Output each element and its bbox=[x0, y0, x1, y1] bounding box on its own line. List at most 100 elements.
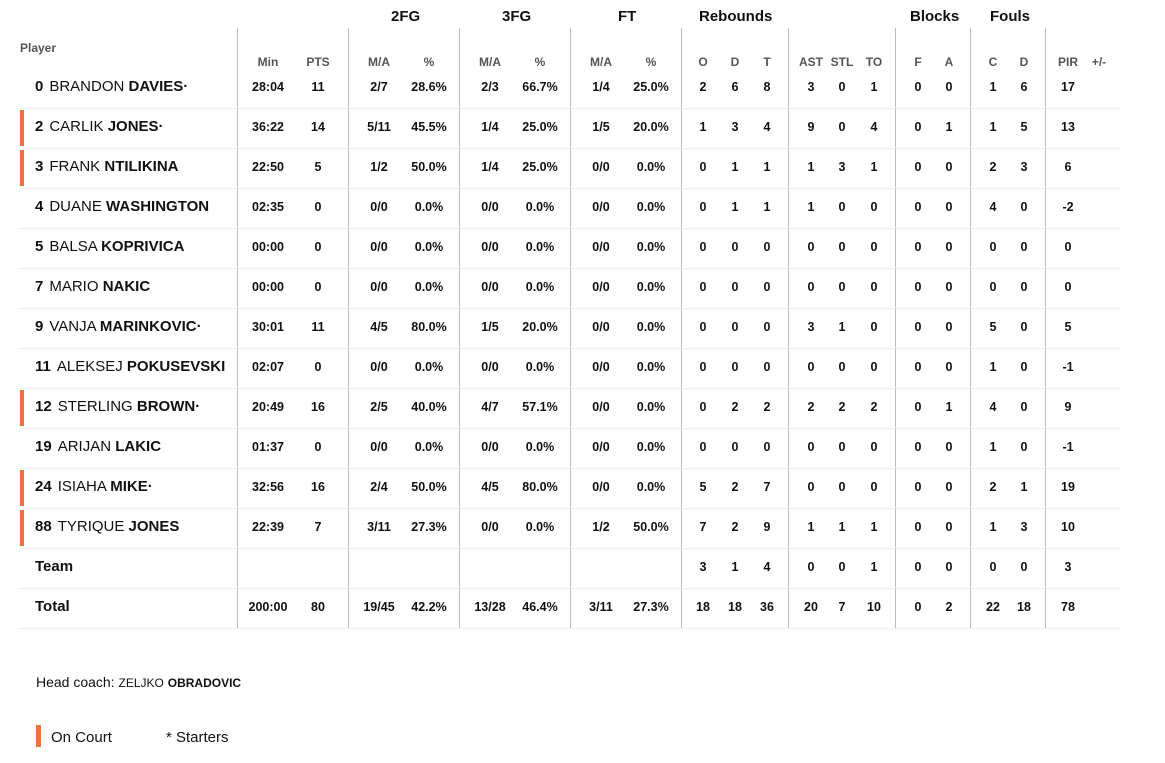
player-number: 9 bbox=[35, 318, 44, 335]
cell-ast: 20 bbox=[804, 600, 818, 614]
cell-pir: 10 bbox=[1061, 520, 1075, 534]
cell-fg3-pct: 66.7% bbox=[522, 80, 558, 94]
player-number: 2 bbox=[35, 118, 44, 135]
cell-foul-c: 0 bbox=[989, 240, 997, 254]
cell-to: 1 bbox=[870, 80, 878, 94]
player-name[interactable]: 12 STERLING BROWN· bbox=[35, 398, 200, 415]
cell-reb-d: 18 bbox=[728, 600, 742, 614]
cell-pts: 7 bbox=[314, 520, 322, 534]
group-header-2fg: 2FG bbox=[391, 8, 421, 25]
cell-blk-a: 0 bbox=[945, 320, 953, 334]
player-first-name: BALSA bbox=[49, 238, 97, 255]
cell-stl: 0 bbox=[838, 560, 846, 574]
cell-pts: 11 bbox=[311, 80, 325, 94]
cell-fg3-ma: 2/3 bbox=[481, 80, 499, 94]
cell-stl: 0 bbox=[838, 280, 846, 294]
player-name[interactable]: 9 VANJA MARINKOVIC· bbox=[35, 318, 202, 335]
cell-pir: -1 bbox=[1062, 360, 1074, 374]
cell-pts: 16 bbox=[311, 480, 325, 494]
cell-blk-a: 0 bbox=[945, 160, 953, 174]
column-divider bbox=[459, 28, 460, 629]
cell-blk-f: 0 bbox=[914, 520, 922, 534]
cell-reb-o: 3 bbox=[699, 560, 707, 574]
cell-ast: 1 bbox=[807, 520, 815, 534]
player-number: 4 bbox=[35, 198, 44, 215]
player-row: 3 FRANK NTILIKINA 22:50 5 1/2 50.0% 1/4 25.0% 0/… bbox=[20, 148, 1120, 189]
cell-reb-d: 1 bbox=[731, 200, 739, 214]
on-court-indicator bbox=[20, 150, 24, 186]
player-name[interactable]: 3 FRANK NTILIKINA bbox=[35, 158, 179, 175]
player-number: 11 bbox=[35, 358, 51, 375]
cell-ft-ma: 0/0 bbox=[592, 400, 610, 414]
cell-pir: 6 bbox=[1064, 160, 1072, 174]
cell-reb-o: 0 bbox=[699, 440, 707, 454]
player-row: 2 CARLIK JONES· 36:22 14 5/11 45.5% 1/4 25.0% 1/… bbox=[20, 108, 1120, 149]
cell-min: 20:49 bbox=[252, 400, 284, 414]
cell-blk-f: 0 bbox=[914, 80, 922, 94]
head-coach-label: Head coach: bbox=[36, 674, 115, 690]
player-last-name: JONES bbox=[128, 518, 180, 535]
cell-to: 0 bbox=[870, 360, 878, 374]
col-header-foul-c: C bbox=[988, 55, 998, 69]
player-name[interactable]: 19 ARIJAN LAKIC bbox=[35, 438, 161, 455]
cell-fg2-ma: 2/7 bbox=[370, 80, 388, 94]
cell-ft-ma: 1/5 bbox=[592, 120, 610, 134]
cell-reb-o: 0 bbox=[699, 200, 707, 214]
player-row: 9 VANJA MARINKOVIC· 30:01 11 4/5 80.0% 1/5 20.0… bbox=[20, 308, 1120, 349]
col-header-blk-a: A bbox=[944, 55, 954, 69]
cell-fg3-ma: 0/0 bbox=[481, 520, 499, 534]
cell-fg3-pct: 25.0% bbox=[522, 160, 558, 174]
cell-pts: 0 bbox=[314, 200, 322, 214]
cell-to: 1 bbox=[870, 520, 878, 534]
cell-pts: 5 bbox=[314, 160, 322, 174]
group-header-blocks: Blocks bbox=[910, 8, 960, 25]
player-number: 88 bbox=[35, 518, 52, 535]
player-name[interactable]: 11 ALEKSEJ POKUSEVSKI bbox=[35, 358, 225, 375]
cell-fg2-pct: 40.0% bbox=[411, 400, 447, 414]
cell-reb-o: 0 bbox=[699, 360, 707, 374]
on-court-legend-marker bbox=[36, 725, 41, 747]
cell-stl: 3 bbox=[838, 160, 846, 174]
col-header-fg3-ma: M/A bbox=[479, 55, 501, 69]
cell-ft-pct: 0.0% bbox=[636, 280, 666, 294]
cell-blk-a: 0 bbox=[945, 560, 953, 574]
cell-stl: 0 bbox=[838, 200, 846, 214]
cell-min: 32:56 bbox=[252, 480, 284, 494]
cell-fg3-pct: 20.0% bbox=[522, 320, 558, 334]
cell-fg3-ma: 1/4 bbox=[481, 120, 499, 134]
cell-ft-pct: 0.0% bbox=[636, 480, 666, 494]
player-name[interactable]: 0 BRANDON DAVIES· bbox=[35, 78, 188, 95]
player-name[interactable]: 2 CARLIK JONES· bbox=[35, 118, 164, 135]
player-first-name: VANJA bbox=[49, 318, 96, 335]
player-row: 19 ARIJAN LAKIC 01:37 0 0/0 0.0% 0/0 0.0% 0/0 0.0… bbox=[20, 428, 1120, 469]
cell-foul-c: 22 bbox=[986, 600, 1000, 614]
player-last-name: NTILIKINA bbox=[104, 158, 179, 175]
cell-ft-ma: 0/0 bbox=[592, 240, 610, 254]
cell-pir: 5 bbox=[1064, 320, 1072, 334]
player-name[interactable]: 4 DUANE WASHINGTON bbox=[35, 198, 209, 215]
cell-foul-c: 4 bbox=[989, 400, 997, 414]
cell-fg3-ma: 4/7 bbox=[481, 400, 499, 414]
cell-ast: 3 bbox=[807, 320, 815, 334]
player-name[interactable]: 24 ISIAHA MIKE· bbox=[35, 478, 153, 495]
cell-fg2-ma: 0/0 bbox=[370, 240, 388, 254]
cell-reb-t: 0 bbox=[763, 320, 771, 334]
player-last-name: KOPRIVICA bbox=[101, 238, 185, 255]
player-name[interactable]: 88 TYRIQUE JONES bbox=[35, 518, 179, 535]
cell-blk-f: 0 bbox=[914, 280, 922, 294]
cell-blk-f: 0 bbox=[914, 480, 922, 494]
cell-min: 36:22 bbox=[252, 120, 284, 134]
cell-pir: 0 bbox=[1064, 280, 1072, 294]
cell-ast: 3 bbox=[807, 80, 815, 94]
player-name[interactable]: 7 MARIO NAKIC bbox=[35, 278, 150, 295]
cell-fg2-pct: 0.0% bbox=[414, 280, 444, 294]
cell-fg3-pct: 46.4% bbox=[522, 600, 558, 614]
player-number: 19 bbox=[35, 438, 52, 455]
cell-reb-d: 2 bbox=[731, 520, 739, 534]
cell-stl: 7 bbox=[838, 600, 846, 614]
player-first-name: DUANE bbox=[49, 198, 102, 215]
cell-blk-a: 0 bbox=[945, 520, 953, 534]
column-divider bbox=[788, 28, 789, 629]
cell-reb-o: 0 bbox=[699, 160, 707, 174]
player-name[interactable]: 5 BALSA KOPRIVICA bbox=[35, 238, 184, 255]
